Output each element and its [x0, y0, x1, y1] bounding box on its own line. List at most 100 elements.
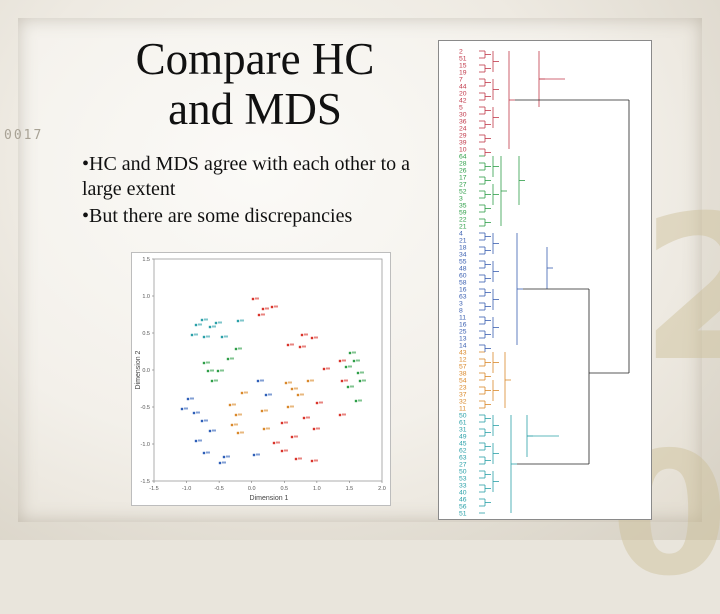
dendro-leaf-label: 58 — [459, 280, 467, 287]
mds-point-label — [212, 325, 216, 328]
slide-title: Compare HC and MDS — [120, 34, 390, 134]
mds-point-label — [284, 421, 288, 424]
mds-point — [251, 297, 255, 301]
mds-point — [240, 391, 244, 395]
mds-point-label — [306, 416, 310, 419]
mds-point — [202, 451, 206, 455]
dendro-leaf-label: 63 — [459, 294, 467, 301]
mds-xlabel: Dimension 1 — [250, 495, 289, 502]
bullet-item: •HC and MDS agree with each other to a l… — [82, 153, 411, 200]
mds-point — [262, 427, 266, 431]
dendro-leaf-label: 50 — [459, 413, 467, 420]
dendro-leaf-label: 13 — [459, 336, 467, 343]
dendro-leaf-label: 37 — [459, 392, 467, 399]
mds-point-label — [288, 381, 292, 384]
mds-point — [256, 379, 260, 383]
mds-point-label — [310, 379, 314, 382]
mds-point-label — [342, 359, 346, 362]
mds-point — [234, 347, 238, 351]
mds-point-label — [268, 393, 272, 396]
dendro-leaf-label: 43 — [459, 350, 467, 357]
mds-point — [294, 457, 298, 461]
dendro-leaf-label: 11 — [459, 315, 466, 322]
mds-point-label — [220, 369, 224, 372]
mds-point — [280, 449, 284, 453]
mds-point-label — [222, 461, 226, 464]
mds-point-label — [290, 343, 294, 346]
mds-point — [338, 413, 342, 417]
mds-point — [208, 325, 212, 329]
mds-point-label — [230, 357, 234, 360]
dendro-leaf-label: 63 — [459, 455, 467, 462]
dendro-leaf-label: 53 — [459, 476, 467, 483]
dendro-leaf-label: 17 — [459, 175, 467, 182]
dendro-leaf-label: 8 — [459, 308, 463, 315]
dendro-leaf-label: 55 — [459, 259, 467, 266]
mds-point-label — [198, 439, 202, 442]
mds-ytick-label: 0.5 — [142, 331, 150, 337]
mds-point-label — [206, 361, 210, 364]
mds-point-label — [314, 459, 318, 462]
dendro-leaf-label: 64 — [459, 154, 467, 161]
mds-point — [200, 419, 204, 423]
mds-point-label — [302, 345, 306, 348]
dendro-leaf-label: 61 — [459, 420, 467, 427]
mds-point — [270, 305, 274, 309]
mds-point — [298, 345, 302, 349]
dendrogram-image: 2 51 15 19 7 44 20 42 5 30 36 24 29 39 10 64 28 26 17 27 52 3… — [438, 40, 652, 520]
dendro-leaf-label: 38 — [459, 371, 467, 378]
dendro-leaf-label: 7 — [459, 77, 463, 84]
mds-point-label — [316, 427, 320, 430]
mds-point — [192, 411, 196, 415]
dendro-leaf-label: 24 — [459, 126, 467, 133]
dendro-leaf-label: 62 — [459, 448, 467, 455]
mds-ytick-label: -1.5 — [141, 479, 150, 485]
dendro-leaf-label: 27 — [459, 182, 467, 189]
mds-ytick-label: 1.0 — [142, 294, 150, 300]
mds-point — [352, 359, 356, 363]
mds-point-label — [319, 401, 323, 404]
mds-point — [202, 335, 206, 339]
mds-point-label — [326, 367, 330, 370]
mds-point-label — [204, 419, 208, 422]
dendro-leaf-label: 15 — [459, 63, 467, 70]
dendro-leaf-label: 26 — [459, 168, 467, 175]
dendro-leaf-label: 42 — [459, 98, 467, 105]
dendro-leaf-label: 44 — [459, 84, 467, 91]
mds-point-label — [240, 431, 244, 434]
mds-ytick-label: -0.5 — [141, 405, 150, 411]
mds-point — [284, 381, 288, 385]
mds-point — [234, 413, 238, 417]
dendro-leaf-label: 56 — [459, 504, 467, 511]
deco-code-text: 0017 — [4, 128, 44, 143]
mds-point — [306, 379, 310, 383]
mds-point — [218, 461, 222, 465]
mds-point-label — [260, 379, 264, 382]
dendro-leaf-label: 57 — [459, 364, 467, 371]
mds-point — [190, 333, 194, 337]
mds-point-label — [240, 319, 244, 322]
mds-point — [300, 333, 304, 337]
mds-point-label — [362, 379, 366, 382]
dendro-leaf-label: 59 — [459, 210, 467, 217]
mds-xtick-label: 1.5 — [346, 486, 354, 492]
mds-point — [322, 367, 326, 371]
mds-point — [354, 399, 358, 403]
mds-point — [194, 439, 198, 443]
mds-point — [340, 379, 344, 383]
mds-point-label — [226, 455, 230, 458]
mds-point-label — [190, 397, 194, 400]
mds-point-label — [198, 323, 202, 326]
mds-point — [220, 335, 224, 339]
dendro-leaf-label: 23 — [459, 385, 467, 392]
dendro-leaf-label: 31 — [459, 427, 467, 434]
mds-point-label — [212, 429, 216, 432]
mds-point — [194, 323, 198, 327]
mds-scatter-plot: 1.5 1.0 0.5 0.0 -0.5 -1.0 -1.5 -1.5 -1.0 -0.5 0.0… — [135, 257, 386, 502]
mds-xtick-label: 1.0 — [313, 486, 321, 492]
mds-point — [236, 431, 240, 435]
dendro-leaf-label: 35 — [459, 203, 467, 210]
mds-point-label — [304, 333, 308, 336]
mds-point-label — [294, 387, 298, 390]
dendro-leaf-label: 60 — [459, 273, 467, 280]
